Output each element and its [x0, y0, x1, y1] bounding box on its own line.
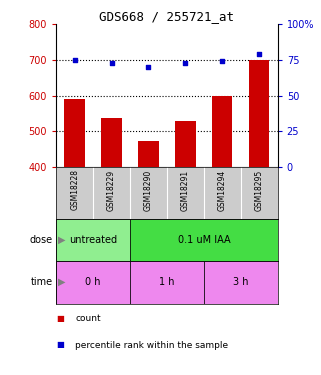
Point: [220, 58, 225, 64]
Text: 3 h: 3 h: [233, 277, 248, 287]
Bar: [212, 96, 232, 167]
Bar: [175, 120, 195, 167]
Bar: [249, 60, 269, 167]
Text: 0 h: 0 h: [85, 277, 101, 287]
Text: GSM18290: GSM18290: [144, 170, 153, 211]
Bar: [138, 141, 159, 167]
Bar: [101, 118, 122, 167]
Bar: [130, 219, 278, 261]
Title: GDS668 / 255721_at: GDS668 / 255721_at: [100, 10, 234, 23]
Text: GSM18291: GSM18291: [181, 170, 190, 211]
Bar: [56, 219, 130, 261]
Text: ▶: ▶: [58, 277, 65, 287]
Point: [256, 51, 262, 57]
Point: [109, 60, 114, 66]
Bar: [56, 261, 130, 304]
Text: GSM18228: GSM18228: [70, 170, 79, 210]
Text: 1 h: 1 h: [159, 277, 175, 287]
Point: [183, 60, 188, 66]
Text: ▶: ▶: [58, 235, 65, 245]
Bar: [65, 99, 85, 167]
Text: GSM18295: GSM18295: [255, 170, 264, 211]
Text: 0.1 uM IAA: 0.1 uM IAA: [178, 235, 230, 245]
Text: GSM18229: GSM18229: [107, 170, 116, 211]
Point: [146, 64, 151, 70]
Bar: [130, 261, 204, 304]
Text: untreated: untreated: [69, 235, 117, 245]
Text: dose: dose: [30, 235, 53, 245]
Text: percentile rank within the sample: percentile rank within the sample: [75, 340, 229, 350]
Text: ■: ■: [56, 340, 64, 350]
Text: count: count: [75, 314, 101, 323]
Text: GSM18294: GSM18294: [218, 170, 227, 211]
Point: [72, 57, 77, 63]
Text: ■: ■: [56, 314, 64, 323]
Bar: [204, 261, 278, 304]
Text: time: time: [31, 277, 53, 287]
